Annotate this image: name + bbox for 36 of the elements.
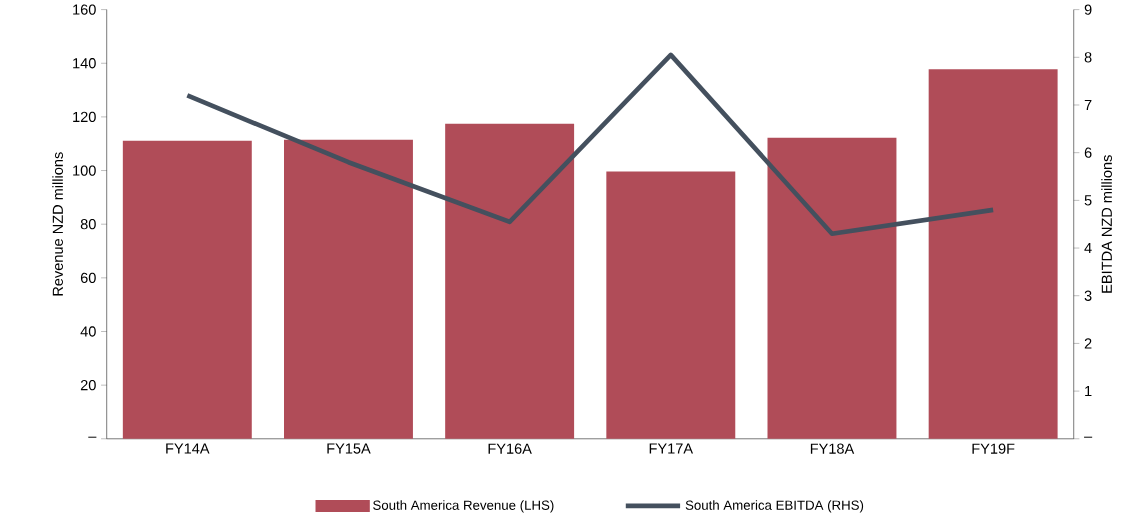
bar xyxy=(445,124,575,440)
y-axis-title: Revenue NZD millions xyxy=(52,152,63,296)
x-tick-label: FY19F xyxy=(972,443,1015,455)
x-tick-label: FY14A xyxy=(166,443,210,454)
y-tick-label: 160 xyxy=(73,4,96,15)
y2-tick-label: – xyxy=(1084,436,1093,438)
legend-label: South America Revenue (LHS) xyxy=(373,500,554,513)
y-tick-label: 60 xyxy=(80,272,96,284)
x-tick-label: FY18A xyxy=(810,443,855,455)
y2-tick-label: 5 xyxy=(1084,195,1092,206)
legend-label: South America EBITDA (RHS) xyxy=(685,500,864,513)
x-tick-label: FY15A xyxy=(327,443,371,454)
y2-tick-label: 2 xyxy=(1084,338,1092,349)
x-tick-label: FY16A xyxy=(488,443,532,455)
y-tick-label: 40 xyxy=(80,326,96,337)
y-tick-label: 80 xyxy=(80,219,96,230)
bar xyxy=(606,171,736,440)
bar xyxy=(928,69,1058,440)
bar xyxy=(122,141,252,440)
y2-tick-label: 3 xyxy=(1084,290,1092,302)
y2-tick-label: 6 xyxy=(1084,147,1092,159)
y-tick-label: 120 xyxy=(73,111,96,123)
y2-tick-label: 9 xyxy=(1084,4,1092,16)
y2-tick-label: 4 xyxy=(1084,243,1092,254)
bar xyxy=(284,139,413,440)
y-tick-label: – xyxy=(88,436,97,438)
line-series xyxy=(184,52,996,237)
y2-tick-label: 1 xyxy=(1085,386,1092,397)
y2-axis-title: EBITDA NZD millions xyxy=(1101,155,1112,293)
bar xyxy=(767,138,897,440)
y-tick-label: 140 xyxy=(73,58,96,69)
y-tick-label: 100 xyxy=(73,165,96,176)
y-tick-label: 20 xyxy=(80,380,96,391)
y2-tick-label: 8 xyxy=(1084,52,1092,63)
x-tick-label: FY17A xyxy=(649,443,694,454)
y2-tick-label: 7 xyxy=(1084,100,1092,111)
